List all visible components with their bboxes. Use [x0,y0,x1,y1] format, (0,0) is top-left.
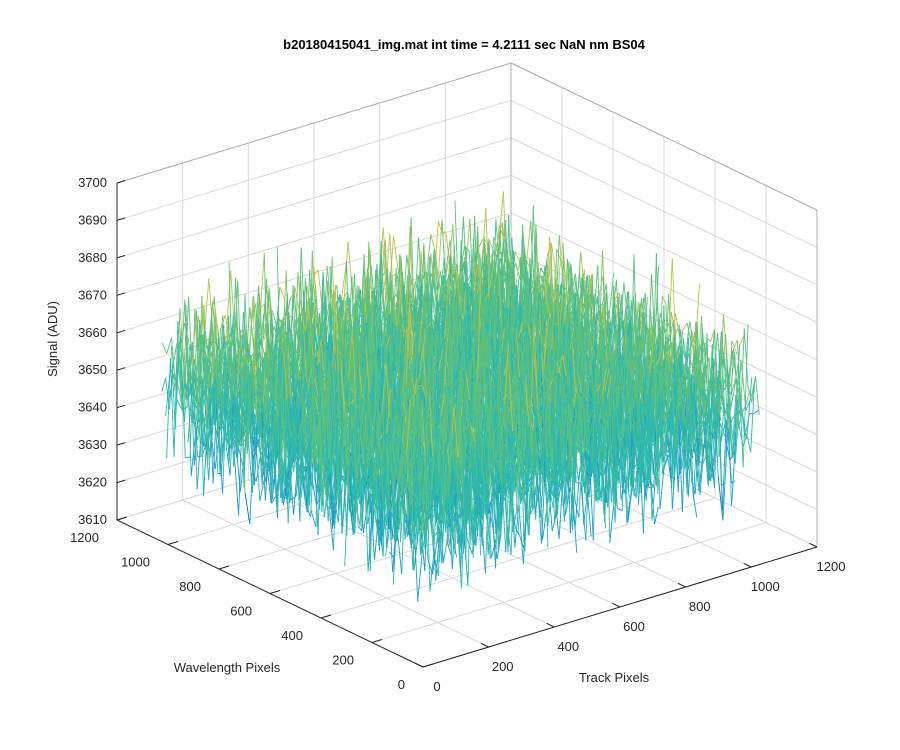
surface-mesh-segment [178,388,185,417]
surface-mesh-segment [724,436,731,461]
surface-mesh-segment [258,285,264,378]
surface-mesh-segment [264,401,270,478]
surface-mesh-segment [553,489,560,539]
surface-mesh-segment [719,423,726,437]
surface-mesh-segment [435,271,441,301]
surface-mesh [161,191,760,602]
surface-mesh-segment [527,456,534,535]
side-wall-gridline-z [510,174,818,323]
surface-mesh-segment [166,337,172,354]
surface-mesh-segment [197,455,203,458]
surface-mesh-segment [191,310,197,374]
surface-mesh-segment [321,451,328,506]
surface-mesh-segment [244,492,251,525]
surface-mesh-segment [731,432,737,506]
surface-mesh-segment [279,286,286,299]
surface-mesh-segment [710,446,716,481]
surface-mesh-segment [682,322,688,332]
side-wall-gridline-z [510,137,818,286]
surface-mesh-segment [637,301,644,353]
surface-mesh-segment [740,359,747,411]
back-wall-gridline-z [116,174,512,296]
floor-gridline-y [371,522,767,643]
surface-mesh-segment [717,475,724,521]
surface-mesh-segment [735,359,742,433]
floor-gridline-y [320,497,716,619]
surface-mesh-segment [218,325,225,443]
surface-mesh-segment [342,240,349,313]
surface-mesh-segment [466,538,473,554]
surface-mesh-segment [608,272,615,319]
surface-mesh-segment [528,493,534,520]
surface-mesh-segment [617,507,623,512]
surface-mesh-segment [699,437,706,495]
surface-mesh-segment [574,468,581,529]
surface-mesh-segment [340,466,347,497]
surface-mesh-segment [432,536,438,575]
box-edge [510,62,818,211]
surface-mesh-segment [386,512,393,548]
surface-mesh-segment [515,256,521,287]
surface-mesh-segment [371,495,378,524]
surface-mesh-segment [730,377,737,396]
surface-mesh-segment [195,424,202,430]
surface-mesh-segment [367,498,373,524]
back-wall-gridline-z [116,137,512,259]
surface-mesh-segment [171,337,177,395]
surface-mesh-segment [341,261,347,298]
surface-mesh-segment [341,476,348,534]
surface-mesh-segment [746,377,753,439]
surface-mesh-segment [745,399,752,411]
surface-mesh-segment [444,240,451,275]
surface-mesh-segment [417,549,423,602]
surface-mesh-segment [161,342,168,354]
side-wall-gridline-z [510,99,818,248]
surface-mesh-segment [176,399,183,410]
surface-mesh-segment [259,333,266,340]
surface-mesh-segment [310,510,317,528]
surface-mesh-segment [414,268,421,336]
surface-mesh-segment [440,449,446,533]
surface-mesh-segment [692,339,698,381]
surface-mesh-segment [514,527,521,538]
surface-mesh-segment [439,475,445,562]
surface-mesh-segment [580,483,587,541]
surface-mesh-segment [259,477,266,501]
surface-mesh-segment [627,483,634,523]
surface-mesh-segment [562,284,569,293]
surface-mesh-segment [190,428,197,476]
back-wall-gridline-z [116,99,512,221]
surface-mesh-segment [693,441,700,491]
surface-mesh-segment [582,419,588,492]
side-wall-gridline-z [510,212,818,361]
box-edge [116,62,512,184]
surface-mesh-segment [514,251,521,262]
surface-mesh-segment [393,235,399,272]
